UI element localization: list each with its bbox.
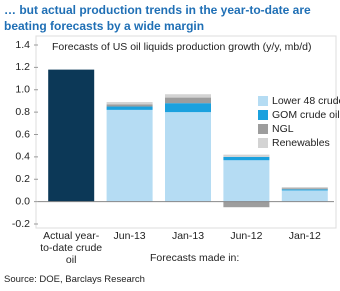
bar-segment <box>281 190 328 202</box>
legend-swatch <box>258 124 268 134</box>
legend-swatch <box>258 138 268 148</box>
bar-segment <box>106 106 153 110</box>
bar-segment <box>223 154 270 157</box>
bar-segment <box>281 189 328 191</box>
legend-label: Lower 48 crude oil <box>272 95 340 107</box>
y-tick-label: 0.0 <box>15 195 30 207</box>
y-tick-label: 1.0 <box>15 84 30 96</box>
bar-segment <box>106 104 153 107</box>
bar-segment <box>106 102 153 105</box>
chart-title: Forecasts of US oil liquids production g… <box>52 41 312 53</box>
source: Source: DOE, Barclays Research <box>4 274 145 285</box>
bar-segment <box>223 160 270 202</box>
y-tick-label: -0.2 <box>12 218 30 230</box>
bar-segment <box>106 109 153 202</box>
y-tick-label: 0.4 <box>15 151 30 163</box>
plot-frame <box>35 35 337 229</box>
bar-segment <box>223 156 270 161</box>
x-axis-label: Forecasts made in: <box>150 252 240 264</box>
y-tick-label: 0.8 <box>15 106 30 118</box>
x-tick-label: Jun-12 <box>230 230 263 242</box>
bar-segment <box>281 187 328 189</box>
x-tick-label: Jan-13 <box>171 230 205 242</box>
x-tick-label: Actual year-to-date crude oil <box>40 230 103 266</box>
bar-segment <box>165 94 211 98</box>
page-title: … but actual production trends in the ye… <box>4 3 311 33</box>
bar-segment <box>165 97 211 104</box>
x-tick-label: Jun-13 <box>113 230 146 242</box>
y-tick-label: 1.2 <box>15 61 30 73</box>
legend-label: GOM crude oil <box>272 109 340 121</box>
bar-segment <box>165 103 211 113</box>
legend-swatch <box>258 96 268 106</box>
legend-label: NGL <box>272 123 294 135</box>
legend-swatch <box>258 110 268 120</box>
y-tick-label: 1.4 <box>15 39 30 51</box>
bar-segment <box>223 201 270 208</box>
bar-segment <box>281 188 328 190</box>
x-tick-label: Jan-12 <box>288 230 321 242</box>
bar-segment <box>165 112 211 202</box>
legend-label: Renewables <box>272 137 330 149</box>
y-tick-label: 0.2 <box>15 173 30 185</box>
y-tick-label: 0.6 <box>15 128 30 140</box>
bar-segment <box>48 69 95 202</box>
